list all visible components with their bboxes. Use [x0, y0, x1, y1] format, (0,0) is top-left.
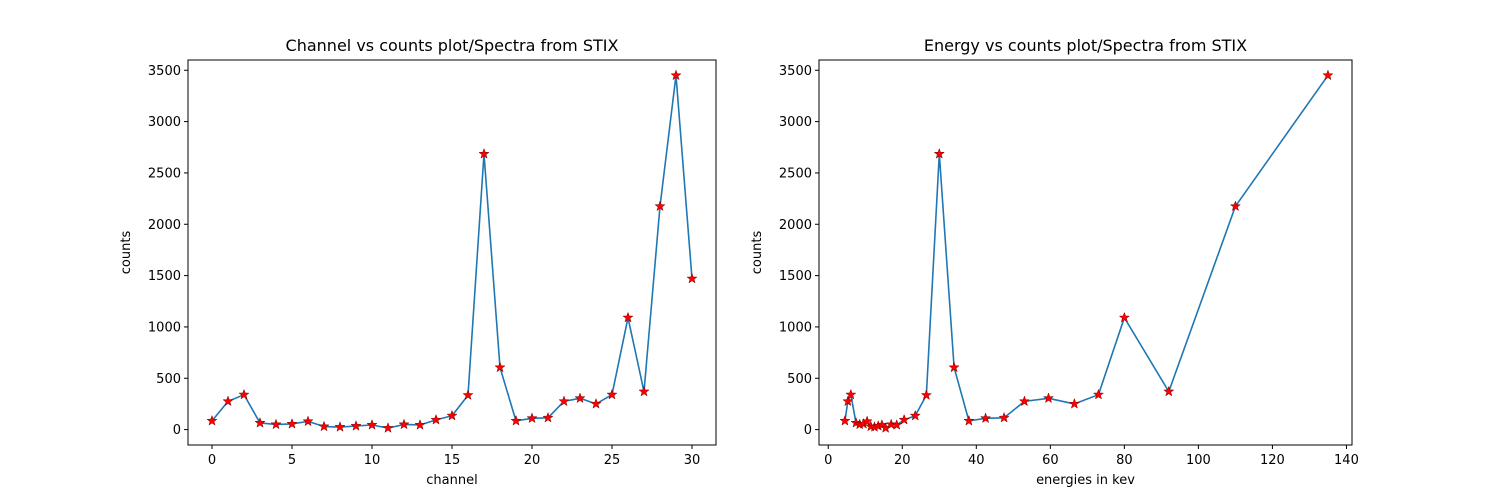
- x-tick-label: 40: [968, 453, 985, 468]
- data-point: [933, 147, 945, 159]
- data-point: [398, 418, 410, 430]
- x-tick-label: 120: [1260, 453, 1285, 468]
- data-point: [606, 388, 618, 400]
- x-tick-label: 100: [1186, 453, 1211, 468]
- x-tick-label: 20: [894, 453, 911, 468]
- data-point: [590, 397, 602, 409]
- data-point: [318, 420, 330, 432]
- data-point: [238, 388, 250, 400]
- data-point: [898, 413, 910, 425]
- data-point: [654, 200, 666, 212]
- x-tick-label: 0: [208, 453, 216, 468]
- y-tick-label: 1500: [148, 269, 181, 284]
- data-point: [478, 147, 490, 159]
- data-point: [366, 419, 378, 430]
- data-point: [1229, 200, 1242, 212]
- data-point: [998, 411, 1010, 423]
- x-tick-label: 60: [1042, 453, 1059, 468]
- data-point: [558, 395, 570, 407]
- chart-title: Channel vs counts plot/Spectra from STIX: [286, 36, 619, 55]
- data-point: [334, 421, 346, 432]
- data-point: [638, 385, 650, 397]
- x-tick-label: 30: [684, 453, 701, 468]
- data-point: [1163, 385, 1175, 397]
- data-point: [1042, 392, 1055, 404]
- data-point: [1118, 311, 1131, 323]
- data-point: [1068, 397, 1081, 409]
- y-tick-label: 2500: [148, 166, 181, 181]
- chart-title: Energy vs counts plot/Spectra from STIX: [924, 36, 1247, 55]
- x-tick-label: 0: [824, 453, 832, 468]
- chart-1: Channel vs counts plot/Spectra from STIX…: [119, 36, 717, 488]
- data-point: [446, 409, 458, 421]
- data-point: [414, 419, 426, 430]
- data-point: [510, 414, 522, 426]
- y-tick-label: 0: [804, 423, 812, 438]
- data-point: [842, 395, 854, 407]
- data-point: [920, 389, 933, 401]
- y-tick-label: 0: [173, 423, 181, 438]
- plot-frame: [187, 59, 717, 446]
- data-point: [430, 413, 442, 425]
- x-tick-label: 20: [524, 453, 541, 468]
- data-point: [1018, 395, 1031, 407]
- data-point: [909, 409, 921, 421]
- y-tick-label: 3000: [779, 115, 812, 130]
- y-axis-label: counts: [119, 231, 134, 275]
- chart-2: Energy vs counts plot/Spectra from STIX 0…: [750, 36, 1359, 488]
- y-tick-label: 1000: [779, 320, 812, 335]
- y-tick-label: 2000: [779, 218, 812, 233]
- x-tick-label: 140: [1334, 453, 1359, 468]
- y-tick-label: 2500: [779, 166, 812, 181]
- data-point: [891, 419, 903, 430]
- series-line: [844, 74, 1329, 429]
- data-point: [526, 412, 538, 424]
- data-point: [270, 418, 282, 430]
- y-tick-label: 2000: [148, 218, 181, 233]
- y-tick-label: 3500: [148, 64, 181, 79]
- y-tick-label: 3000: [148, 115, 181, 130]
- data-point: [861, 415, 873, 427]
- data-point: [222, 395, 234, 407]
- data-point: [206, 414, 218, 426]
- x-tick-label: 80: [1116, 453, 1133, 468]
- data-point: [948, 361, 960, 373]
- y-tick-label: 3500: [779, 64, 812, 79]
- data-point: [254, 416, 266, 428]
- data-point: [885, 418, 897, 430]
- x-tick-label: 10: [364, 453, 381, 468]
- data-point: [350, 420, 362, 431]
- data-point: [1092, 388, 1105, 400]
- data-point: [462, 389, 474, 401]
- data-point: [286, 417, 298, 429]
- y-tick-label: 1000: [148, 320, 181, 335]
- y-tick-label: 500: [156, 372, 181, 387]
- data-point: [845, 388, 857, 400]
- x-axis-label: channel: [426, 473, 477, 488]
- data-point: [670, 69, 682, 81]
- data-point: [839, 414, 851, 426]
- data-point: [542, 411, 554, 423]
- data-point: [979, 412, 992, 424]
- y-axis-label: counts: [750, 231, 765, 275]
- x-axis-label: energies in kev: [1036, 473, 1135, 488]
- data-point: [686, 272, 698, 284]
- data-point: [302, 415, 314, 427]
- x-tick-label: 25: [604, 453, 621, 468]
- x-tick-label: 5: [288, 453, 296, 468]
- data-point: [382, 422, 394, 433]
- data-point: [494, 361, 506, 373]
- plot-frame: [818, 59, 1353, 446]
- data-point: [574, 392, 586, 404]
- data-point: [1322, 69, 1334, 81]
- y-tick-label: 500: [787, 372, 812, 387]
- data-point: [622, 311, 634, 323]
- series-line: [211, 74, 693, 429]
- y-tick-label: 1500: [779, 269, 812, 284]
- x-tick-label: 15: [444, 453, 461, 468]
- data-point: [963, 414, 975, 426]
